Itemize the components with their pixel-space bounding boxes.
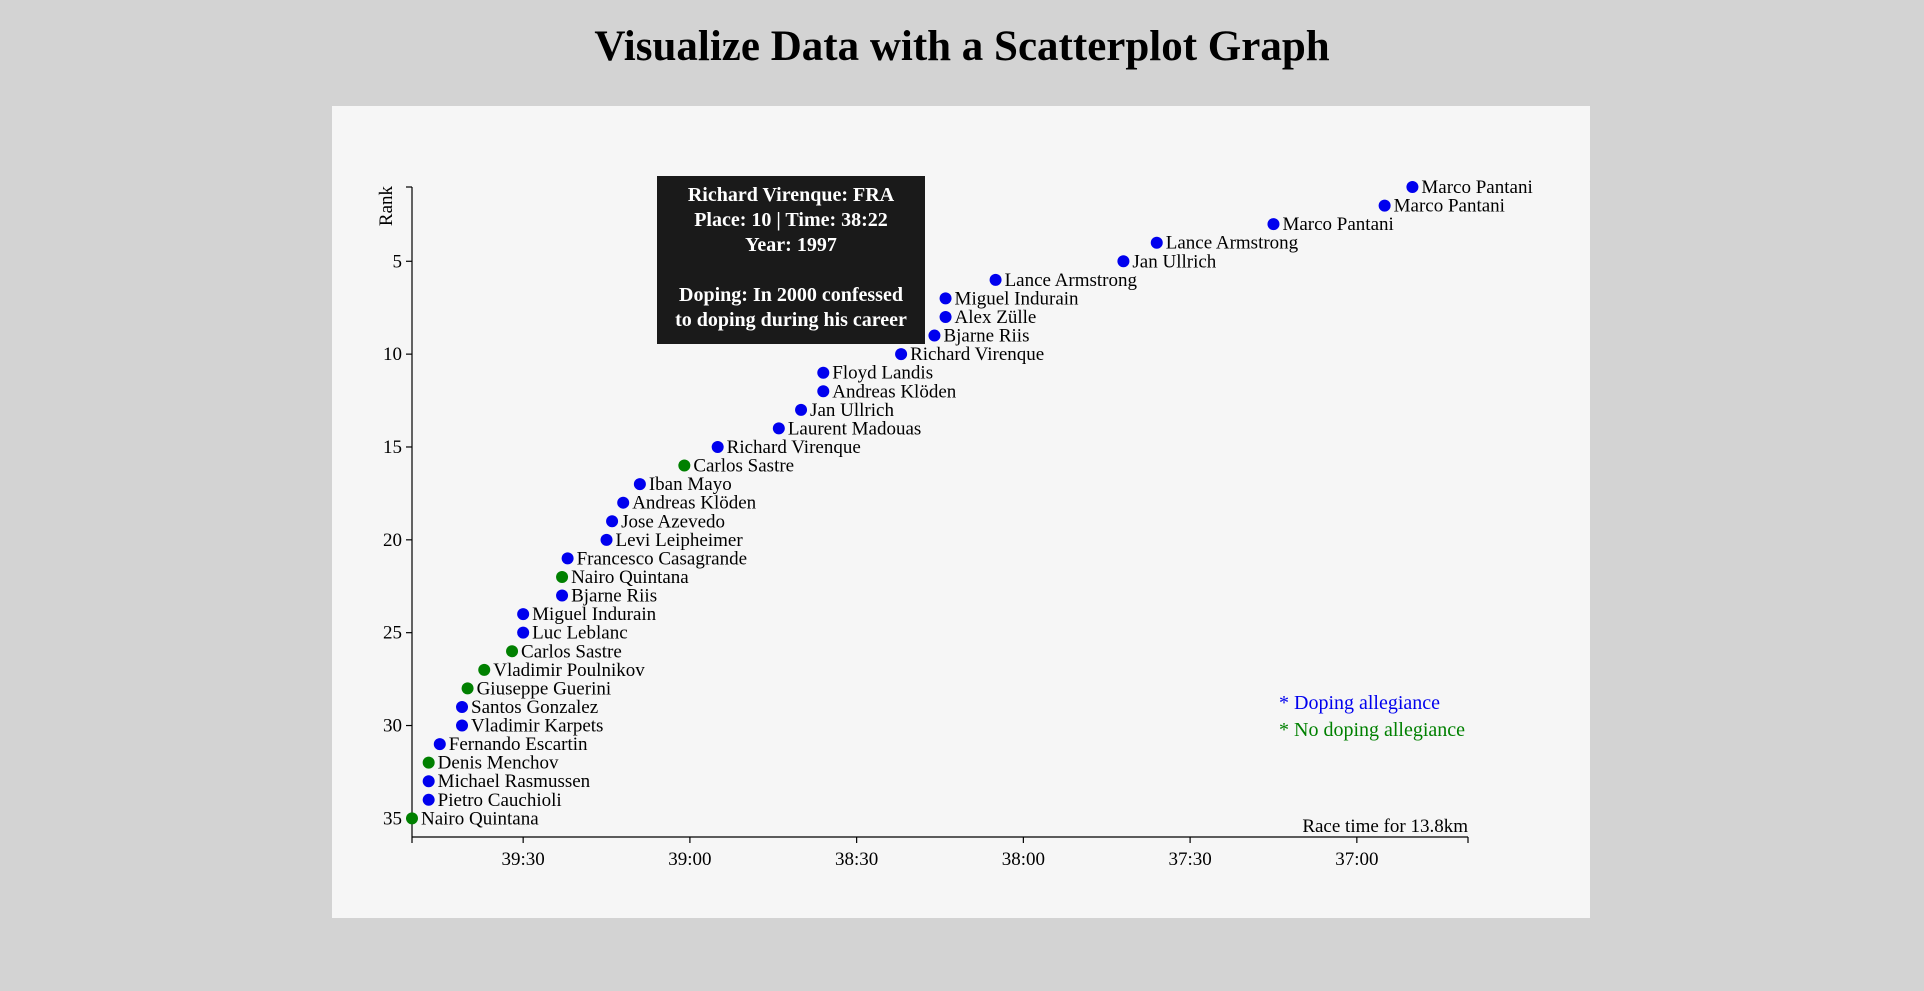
data-point xyxy=(939,310,952,323)
legend-doping: * Doping allegiance xyxy=(1279,692,1440,714)
y-tick-label: 20 xyxy=(383,530,402,551)
point-label: Iban Mayo xyxy=(649,474,732,495)
scatterplot-chart: 5 10 15 20 25 30 35 Rank 39:30 39:00 38:30 38:00 37:… xyxy=(376,177,1533,870)
point-label: Lance Armstrong xyxy=(1166,233,1299,254)
data-point xyxy=(422,756,435,769)
point-label: Nairo Quintana xyxy=(571,567,689,588)
tooltip-doping-line2: to doping during his career xyxy=(675,309,907,331)
data-point xyxy=(633,478,646,491)
data-point xyxy=(461,682,474,695)
y-tick-label: 35 xyxy=(383,808,402,829)
point-label: Santos Gonzalez xyxy=(471,697,598,718)
data-point xyxy=(600,533,613,546)
x-tick-label: 38:30 xyxy=(835,849,878,870)
data-point xyxy=(795,403,808,416)
point-label: Bjarne Riis xyxy=(943,326,1029,347)
point-label: Andreas Klöden xyxy=(632,493,756,514)
point-label: Denis Menchov xyxy=(438,753,559,774)
data-point xyxy=(1117,255,1130,268)
tooltip: Richard Virenque: FRA Place: 10 | Time: … xyxy=(657,176,925,344)
point-label: Giuseppe Guerini xyxy=(477,678,612,699)
data-point xyxy=(1150,236,1163,249)
data-point xyxy=(678,459,691,472)
tooltip-name-country: Richard Virenque: FRA xyxy=(687,184,895,206)
point-label: Floyd Landis xyxy=(832,363,933,384)
data-point xyxy=(1267,218,1280,231)
y-tick-label: 5 xyxy=(393,251,403,272)
data-point xyxy=(422,793,435,806)
data-point xyxy=(556,589,569,602)
point-label: Jose Azevedo xyxy=(621,511,725,532)
data-point xyxy=(939,292,952,305)
point-label: Alex Zülle xyxy=(955,307,1037,328)
point-label: Marco Pantani xyxy=(1421,177,1532,198)
data-point xyxy=(1406,181,1419,193)
tooltip-year: Year: 1997 xyxy=(745,234,837,256)
data-point xyxy=(817,366,830,379)
data-point xyxy=(817,385,830,398)
data-point xyxy=(617,496,630,509)
point-label: Marco Pantani xyxy=(1394,196,1505,217)
point-label: Carlos Sastre xyxy=(693,456,794,477)
point-label: Vladimir Karpets xyxy=(471,716,603,737)
data-point xyxy=(928,329,941,342)
y-axis-title: Rank xyxy=(376,186,397,227)
chart-panel: 5 10 15 20 25 30 35 Rank 39:30 39:00 38:30 38:00 37:… xyxy=(332,106,1590,918)
data-point xyxy=(478,663,491,676)
point-label: Vladimir Poulnikov xyxy=(493,660,645,681)
point-label: Francesco Casagrande xyxy=(577,548,747,569)
data-point xyxy=(606,515,619,528)
point-label: Richard Virenque xyxy=(727,437,861,458)
tooltip-place-time: Place: 10 | Time: 38:22 xyxy=(694,209,888,231)
tooltip-doping-line1: Doping: In 2000 confessed xyxy=(679,284,903,306)
x-tick-label: 37:30 xyxy=(1168,849,1211,870)
y-tick-label: 25 xyxy=(383,623,402,644)
legend-no-doping: * No doping allegiance xyxy=(1279,719,1465,741)
data-point xyxy=(406,812,418,825)
x-tick-label: 38:00 xyxy=(1002,849,1045,870)
x-tick-label: 37:00 xyxy=(1335,849,1378,870)
data-point xyxy=(433,738,446,751)
point-label: Jan Ullrich xyxy=(1132,251,1216,272)
point-label: Fernando Escartin xyxy=(449,734,588,755)
point-label: Pietro Cauchioli xyxy=(438,790,562,811)
x-tick-label: 39:30 xyxy=(502,849,545,870)
data-point xyxy=(517,608,530,621)
point-label: Lance Armstrong xyxy=(1005,270,1138,291)
point-label: Luc Leblanc xyxy=(532,623,627,644)
data-point xyxy=(895,348,908,361)
tooltip-spacer xyxy=(661,258,921,283)
data-point xyxy=(989,273,1002,286)
page-title: Visualize Data with a Scatterplot Graph xyxy=(594,23,1330,70)
data-point xyxy=(456,719,469,732)
point-label: Marco Pantani xyxy=(1282,214,1393,235)
point-label: Levi Leipheimer xyxy=(616,530,744,551)
y-tick-label: 10 xyxy=(383,344,402,365)
data-point xyxy=(422,775,435,788)
y-tick-label: 15 xyxy=(383,437,402,458)
y-tick-label: 30 xyxy=(383,716,402,737)
point-label: Carlos Sastre xyxy=(521,641,622,662)
data-point xyxy=(556,570,569,583)
point-label: Andreas Klöden xyxy=(832,381,956,402)
point-label: Bjarne Riis xyxy=(571,586,657,607)
data-point xyxy=(561,552,574,565)
point-label: Michael Rasmussen xyxy=(438,771,591,792)
point-label: Laurent Madouas xyxy=(788,418,921,439)
data-point xyxy=(711,440,724,453)
x-tick-label: 39:00 xyxy=(668,849,711,870)
point-label: Richard Virenque xyxy=(910,344,1044,365)
data-point xyxy=(772,422,785,435)
point-label: Miguel Indurain xyxy=(955,288,1080,309)
point-label: Miguel Indurain xyxy=(532,604,657,625)
data-point xyxy=(506,645,519,658)
data-point xyxy=(456,700,469,713)
data-point xyxy=(1378,199,1391,212)
x-axis-title: Race time for 13.8km xyxy=(1302,816,1468,837)
data-point xyxy=(517,626,530,639)
point-label: Jan Ullrich xyxy=(810,400,894,421)
point-label: Nairo Quintana xyxy=(421,808,539,829)
